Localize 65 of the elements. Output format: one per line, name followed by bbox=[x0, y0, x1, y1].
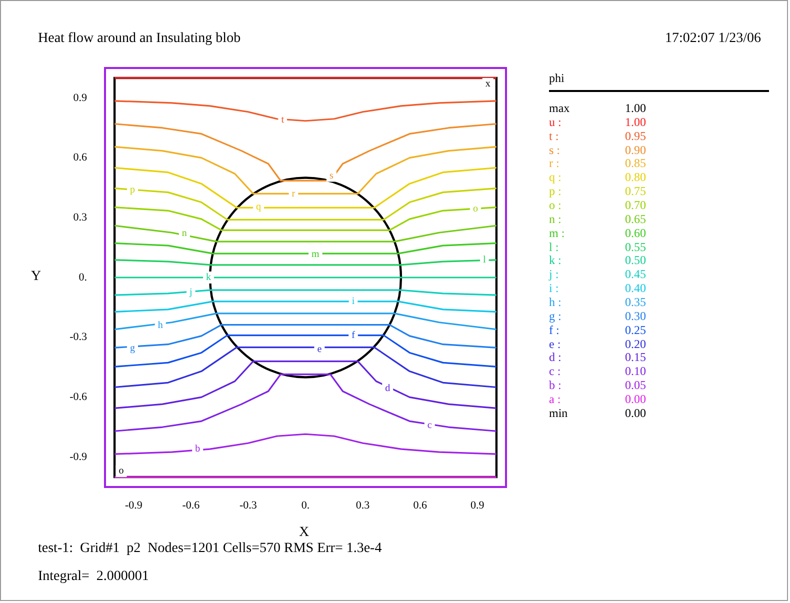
y-tick-label: -0.9 bbox=[70, 450, 88, 463]
text: n : 0.65 bbox=[549, 212, 646, 226]
y-tick-label: 0.3 bbox=[73, 212, 88, 224]
text: l : 0.55 bbox=[549, 240, 646, 254]
text: m : 0.60 bbox=[549, 226, 646, 240]
annotation: e bbox=[317, 344, 322, 355]
text: q : 0.80 bbox=[549, 170, 646, 184]
chart-title: Heat flow around an Insulating blob bbox=[38, 31, 241, 47]
text: test-1: Grid#1 p2 Nodes=1201 Cells=570 RMS Err= 1.3e-4 bbox=[38, 541, 382, 557]
text: u : 1.00 bbox=[549, 114, 646, 129]
text: p : 0.75 bbox=[549, 184, 646, 198]
annotation: i bbox=[352, 296, 355, 308]
text: h : 0.35 bbox=[549, 295, 646, 310]
y-tick-label: -0.3 bbox=[70, 331, 88, 344]
y-axis-title: Y bbox=[31, 269, 42, 285]
legend-title: phi bbox=[549, 71, 769, 92]
annotation: x bbox=[485, 78, 490, 90]
text: a : 0.00 bbox=[549, 392, 646, 406]
annotation: g bbox=[130, 342, 135, 354]
text: f : 0.25 bbox=[549, 322, 646, 337]
annotation: o bbox=[118, 466, 124, 477]
annotation: l bbox=[483, 254, 486, 266]
text: d : 0.15 bbox=[549, 350, 646, 364]
text: Integral= 2.000001 bbox=[38, 569, 149, 585]
text: 17:02:07 1/23/06 bbox=[664, 31, 761, 47]
x-tick-label: -0.3 bbox=[240, 499, 258, 512]
annotation: h bbox=[158, 320, 163, 332]
text: i : 0.40 bbox=[549, 281, 646, 296]
annotation: b bbox=[195, 444, 200, 455]
y-tick-label: 0.6 bbox=[73, 152, 88, 164]
x-tick-label: -0.9 bbox=[124, 499, 143, 512]
x-tick-label: 0.6 bbox=[413, 499, 428, 512]
text: r : 0.85 bbox=[549, 156, 646, 170]
text: e : 0.20 bbox=[549, 336, 646, 351]
annotation: k bbox=[206, 272, 211, 284]
annotation: f bbox=[352, 330, 356, 341]
y-tick-label: -0.6 bbox=[70, 391, 88, 404]
annotation: r bbox=[292, 188, 296, 200]
y-tick-label: 0. bbox=[78, 271, 88, 284]
text: b : 0.05 bbox=[549, 378, 646, 392]
text: max 1.00 bbox=[549, 101, 646, 115]
text: c : 0.10 bbox=[549, 364, 646, 378]
annotation: q bbox=[256, 201, 262, 212]
x-tick-label: 0. bbox=[301, 499, 310, 512]
annotation: c bbox=[427, 420, 432, 431]
text: s : 0.90 bbox=[549, 142, 646, 157]
text: t : 0.95 bbox=[549, 128, 646, 143]
text: k : 0.50 bbox=[549, 253, 646, 268]
annotation: n bbox=[182, 228, 187, 240]
x-axis-title: X bbox=[299, 525, 310, 541]
annotation: p bbox=[130, 184, 135, 196]
text: o : 0.70 bbox=[549, 198, 646, 212]
annotation: t bbox=[281, 114, 284, 126]
x-tick-label: 0.9 bbox=[470, 499, 485, 512]
annotation: j bbox=[188, 287, 192, 298]
x-tick-label: -0.6 bbox=[182, 499, 200, 512]
annotation: m bbox=[312, 249, 320, 260]
text: min 0.00 bbox=[549, 406, 646, 420]
annotation: s bbox=[330, 170, 334, 182]
x-tick-label: 0.3 bbox=[356, 499, 370, 512]
text: j : 0.45 bbox=[549, 267, 646, 282]
y-tick-label: 0.9 bbox=[73, 92, 88, 104]
annotation: o bbox=[472, 203, 478, 214]
text: g : 0.30 bbox=[549, 308, 646, 323]
annotation: d bbox=[385, 382, 390, 394]
